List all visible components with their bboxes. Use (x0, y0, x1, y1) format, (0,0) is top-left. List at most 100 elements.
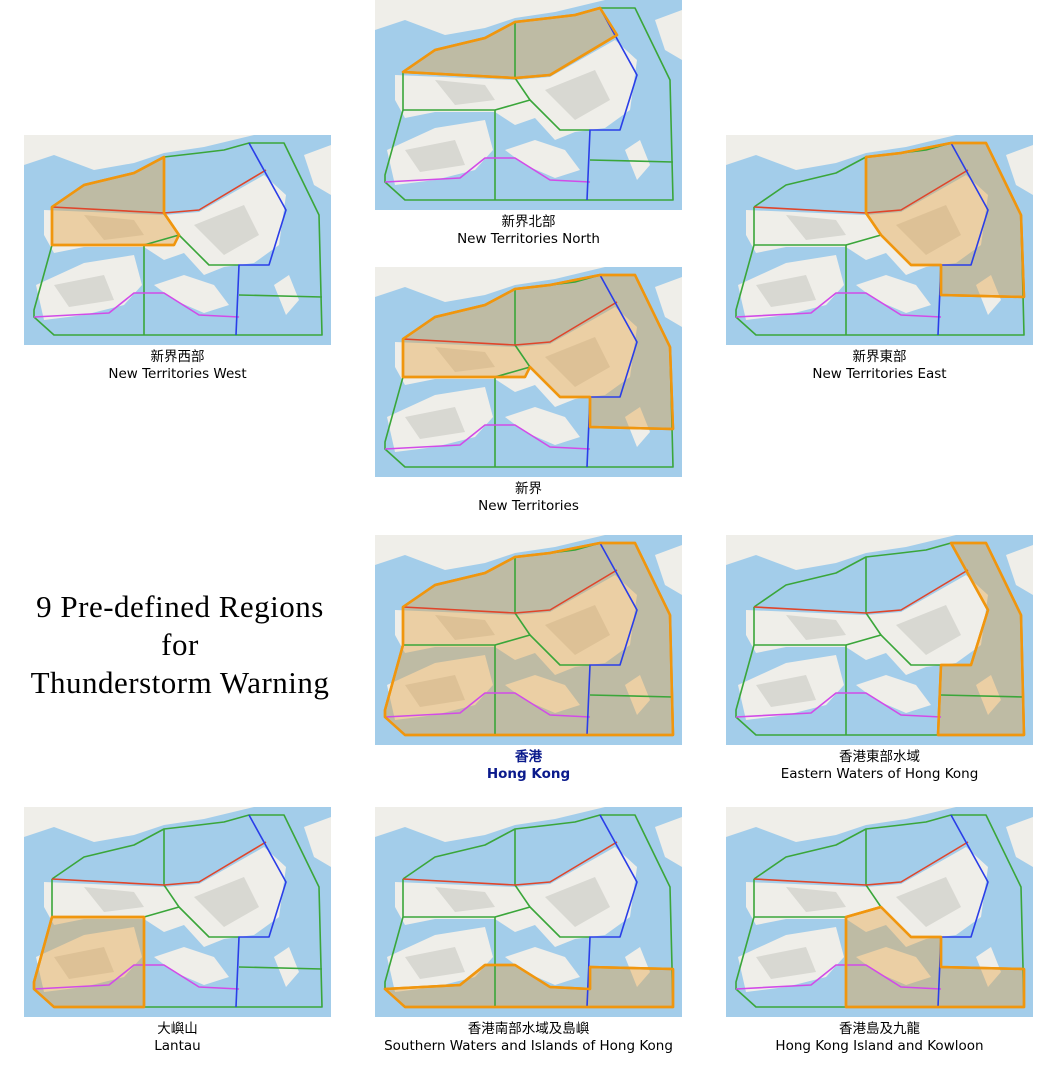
region-panel: 香港東部水域 Eastern Waters of Hong Kong (726, 535, 1033, 783)
boundary-line (940, 694, 1025, 698)
land (154, 947, 229, 985)
caption-en: Hong Kong (486, 766, 571, 782)
region-map (375, 267, 682, 477)
boundary-line (735, 692, 942, 718)
terrain (786, 215, 846, 240)
terrain (405, 140, 465, 172)
land (24, 807, 254, 842)
boundary-line (402, 569, 618, 614)
land (625, 675, 650, 715)
terrain (54, 947, 114, 979)
boundary-line (735, 964, 942, 990)
caption-zh: 新界東部 (852, 349, 907, 365)
title-line: 9 Pre-defined Regions (36, 589, 324, 624)
caption-zh: 香港東部水域 (839, 749, 920, 765)
land (24, 135, 254, 170)
title-line: Thunderstorm Warning (30, 665, 330, 700)
land (505, 407, 580, 445)
region-map (375, 0, 682, 210)
caption: 新界東部 New Territories East (726, 349, 1033, 383)
land (856, 947, 931, 985)
caption: 香港南部水域及島嶼 Southern Waters and Islands of … (375, 1021, 682, 1055)
land (726, 807, 956, 842)
highlighted-border (936, 541, 1026, 737)
land (726, 135, 956, 170)
caption: 新界北部 New Territories North (375, 214, 682, 248)
region-panel: 香港 Hong Kong (375, 535, 682, 783)
boundary-line (586, 7, 638, 201)
terrain (786, 887, 846, 912)
land (856, 675, 931, 713)
land (856, 275, 931, 313)
boundary-line (753, 169, 969, 214)
caption: 大嶼山 Lantau (24, 1021, 331, 1055)
region-map (375, 807, 682, 1017)
terrain (896, 205, 961, 255)
boundary-line (33, 292, 240, 318)
caption-zh: 新界西部 (150, 349, 205, 365)
title: 9 Pre-defined Regions for Thunderstorm W… (0, 588, 360, 702)
terrain (756, 275, 816, 307)
land (505, 947, 580, 985)
highlighted-border (864, 141, 1026, 299)
terrain (545, 70, 610, 120)
caption-en: Southern Waters and Islands of Hong Kong (384, 1038, 673, 1054)
boundary-line (51, 841, 267, 886)
region-map (24, 135, 331, 345)
boundary-line (235, 142, 287, 336)
highlighted-border (32, 915, 146, 1009)
caption-zh: 大嶼山 (157, 1021, 198, 1037)
terrain (435, 615, 495, 640)
terrain (896, 605, 961, 655)
boundary-line (33, 964, 240, 990)
boundary-line (735, 814, 1025, 1008)
boundary-line (402, 301, 618, 346)
terrain (405, 675, 465, 707)
boundary-line (753, 569, 969, 614)
terrain (405, 407, 465, 439)
terrain (194, 205, 259, 255)
boundary-line (589, 159, 674, 163)
boundary-line (384, 814, 674, 1008)
caption-en: New Territories North (457, 231, 600, 247)
region-panel: 大嶼山 Lantau (24, 807, 331, 1055)
highlighted-border (50, 155, 181, 247)
region-panel: 新界東部 New Territories East (726, 135, 1033, 383)
region-map (24, 807, 331, 1017)
terrain (756, 675, 816, 707)
terrain (435, 887, 495, 912)
terrain (756, 947, 816, 979)
terrain (405, 947, 465, 979)
region-map (726, 535, 1033, 745)
caption-en: New Territories East (812, 366, 947, 382)
highlighted-border (383, 963, 675, 1009)
caption-en: Eastern Waters of Hong Kong (780, 766, 979, 782)
terrain (84, 887, 144, 912)
land (304, 145, 331, 195)
region-panel: 香港島及九龍 Hong Kong Island and Kowloon (726, 807, 1033, 1055)
highlighted-region (32, 915, 146, 1009)
boundary-line (238, 966, 323, 970)
title-line: for (161, 627, 199, 662)
boundary-line (735, 292, 942, 318)
region-map (375, 535, 682, 745)
land (655, 10, 682, 60)
land (1006, 145, 1033, 195)
terrain (435, 347, 495, 372)
boundary-line (384, 692, 591, 718)
land (655, 817, 682, 867)
boundary-line (238, 294, 323, 298)
highlighted-border (844, 905, 1026, 1009)
land (274, 275, 299, 315)
land (1006, 817, 1033, 867)
caption-zh: 香港 (515, 749, 542, 765)
land (976, 675, 1001, 715)
highlighted-border (401, 273, 675, 431)
land (1006, 545, 1033, 595)
caption-zh: 新界 (515, 481, 542, 497)
caption: 新界 New Territories (375, 481, 682, 515)
caption-zh: 新界北部 (501, 214, 556, 230)
caption: 香港 Hong Kong (375, 749, 682, 783)
boundary-line (586, 542, 638, 736)
